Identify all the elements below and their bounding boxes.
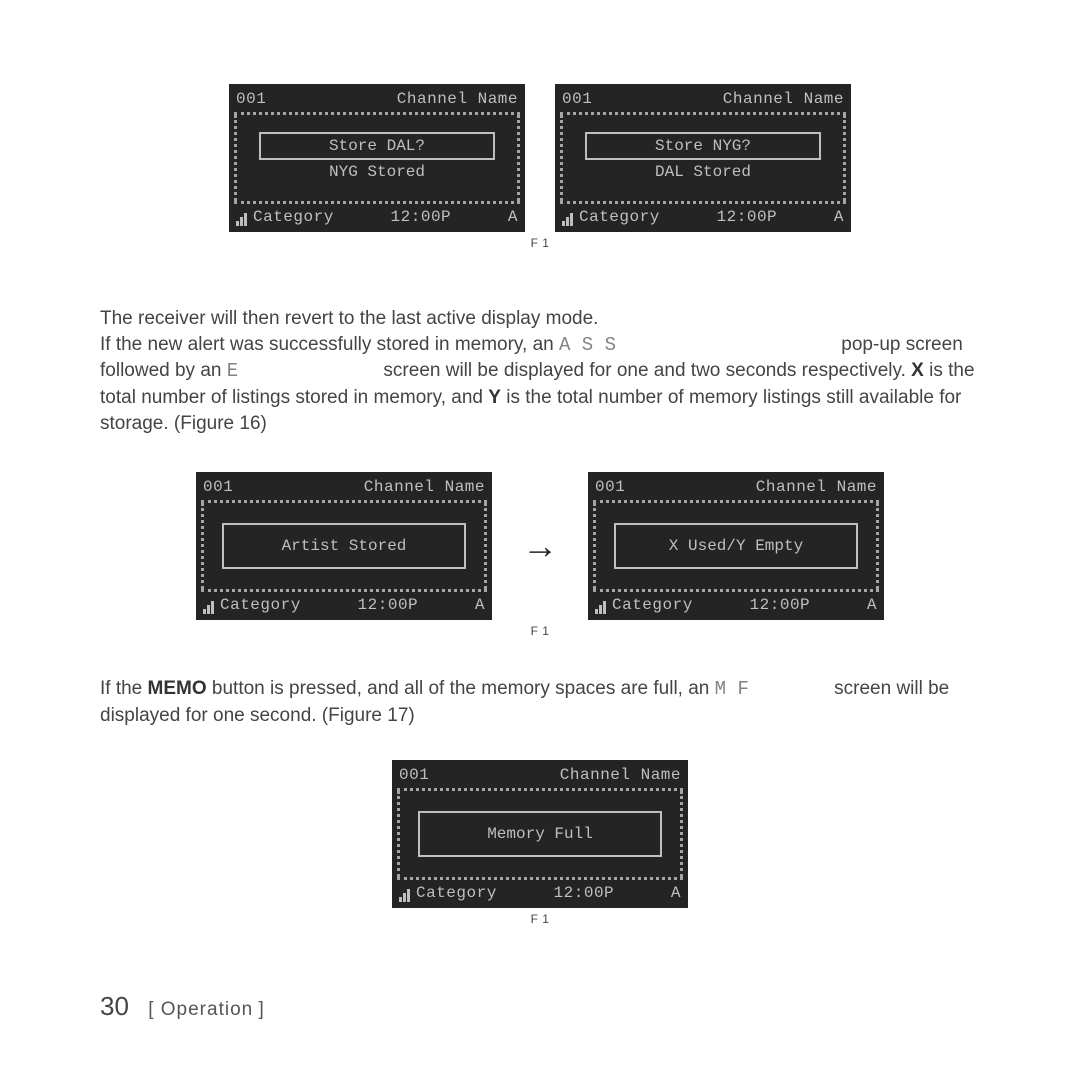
lcd-message: Artist Stored [222,523,466,569]
time-label: 12:00P [717,208,778,226]
body-text: The receiver will then revert to the las… [0,306,1080,436]
section-name: Operation [161,999,253,1020]
channel-number: 001 [236,90,266,108]
lcd-screen: 001 Channel Name Artist Stored Category … [196,472,492,620]
mono-text: A S S [559,334,616,356]
lcd-footer: Category 12:00P A [199,593,489,617]
signal-icon [562,212,573,226]
paragraph: If the new alert was successfully stored… [100,332,980,437]
page-number: 30 [100,991,129,1021]
figure-caption: F 1 [0,624,1080,638]
channel-number: 001 [595,478,625,496]
mono-text: E [227,360,238,382]
lcd-body: Artist Stored [199,499,489,593]
bracket: ] [259,999,266,1020]
paragraph: If the MEMO button is pressed, and all o… [100,676,980,728]
lcd-screen: 001 Channel Name X Used/Y Empty Category… [588,472,884,620]
channel-number: 001 [399,766,429,784]
channel-name: Channel Name [723,90,844,108]
antenna-label: A [834,208,844,226]
lcd-footer: Category 12:00P A [232,205,522,229]
figure-caption: F 1 [0,912,1080,926]
arrow-right-icon: → [522,525,558,567]
lcd-message: Memory Full [418,811,662,857]
lcd-footer: Category 12:00P A [558,205,848,229]
lcd-footer: Category 12:00P A [591,593,881,617]
figure-17: 001 Channel Name Memory Full Category 12… [0,760,1080,926]
lcd-header: 001 Channel Name [199,475,489,499]
channel-name: Channel Name [560,766,681,784]
lcd-body: X Used/Y Empty [591,499,881,593]
time-label: 12:00P [750,596,811,614]
figure-15: 001 Channel Name Store DAL? NYG Stored C… [0,84,1080,250]
lcd-footer: Category 12:00P A [395,881,685,905]
channel-number: 001 [562,90,592,108]
lcd-header: 001 Channel Name [558,87,848,111]
channel-name: Channel Name [397,90,518,108]
bracket: [ [148,999,155,1020]
channel-name: Channel Name [364,478,485,496]
signal-icon [399,888,410,902]
lcd-screen: 001 Channel Name Memory Full Category 12… [392,760,688,908]
page-footer: 30 [ Operation ] [100,991,266,1022]
antenna-label: A [671,884,681,902]
signal-icon [595,600,606,614]
manual-page: 001 Channel Name Store DAL? NYG Stored C… [0,0,1080,1080]
figure-16: 001 Channel Name Artist Stored Category … [0,472,1080,638]
lcd-header: 001 Channel Name [395,763,685,787]
category-label: Category [220,596,301,614]
lcd-body: Memory Full [395,787,685,881]
signal-icon [203,600,214,614]
category-label: Category [416,884,497,902]
channel-name: Channel Name [756,478,877,496]
lcd-message: X Used/Y Empty [614,523,858,569]
body-text: If the MEMO button is pressed, and all o… [0,676,1080,728]
lcd-status: NYG Stored [267,160,487,184]
lcd-header: 001 Channel Name [232,87,522,111]
mono-text: M F [715,678,749,700]
lcd-header: 001 Channel Name [591,475,881,499]
category-label: Category [612,596,693,614]
category-label: Category [253,208,334,226]
time-label: 12:00P [358,596,419,614]
antenna-label: A [508,208,518,226]
signal-icon [236,212,247,226]
lcd-prompt: Store DAL? [259,132,495,160]
category-label: Category [579,208,660,226]
figure-caption: F 1 [0,236,1080,250]
antenna-label: A [867,596,877,614]
lcd-body: Store NYG? DAL Stored [558,111,848,205]
lcd-screen: 001 Channel Name Store DAL? NYG Stored C… [229,84,525,232]
time-label: 12:00P [391,208,452,226]
lcd-prompt: Store NYG? [585,132,821,160]
channel-number: 001 [203,478,233,496]
lcd-screen: 001 Channel Name Store NYG? DAL Stored C… [555,84,851,232]
lcd-status: DAL Stored [593,160,813,184]
antenna-label: A [475,596,485,614]
time-label: 12:00P [554,884,615,902]
lcd-body: Store DAL? NYG Stored [232,111,522,205]
paragraph: The receiver will then revert to the las… [100,306,980,332]
